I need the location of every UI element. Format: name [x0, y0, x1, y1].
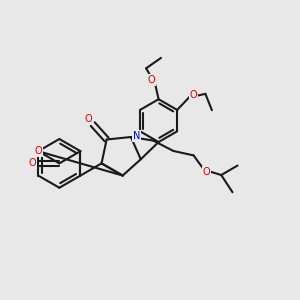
Text: N: N [133, 131, 140, 141]
Text: O: O [202, 167, 210, 177]
Text: O: O [148, 75, 155, 85]
Text: O: O [85, 114, 92, 124]
Text: O: O [34, 146, 42, 156]
Text: O: O [28, 158, 36, 168]
Text: O: O [190, 90, 197, 100]
